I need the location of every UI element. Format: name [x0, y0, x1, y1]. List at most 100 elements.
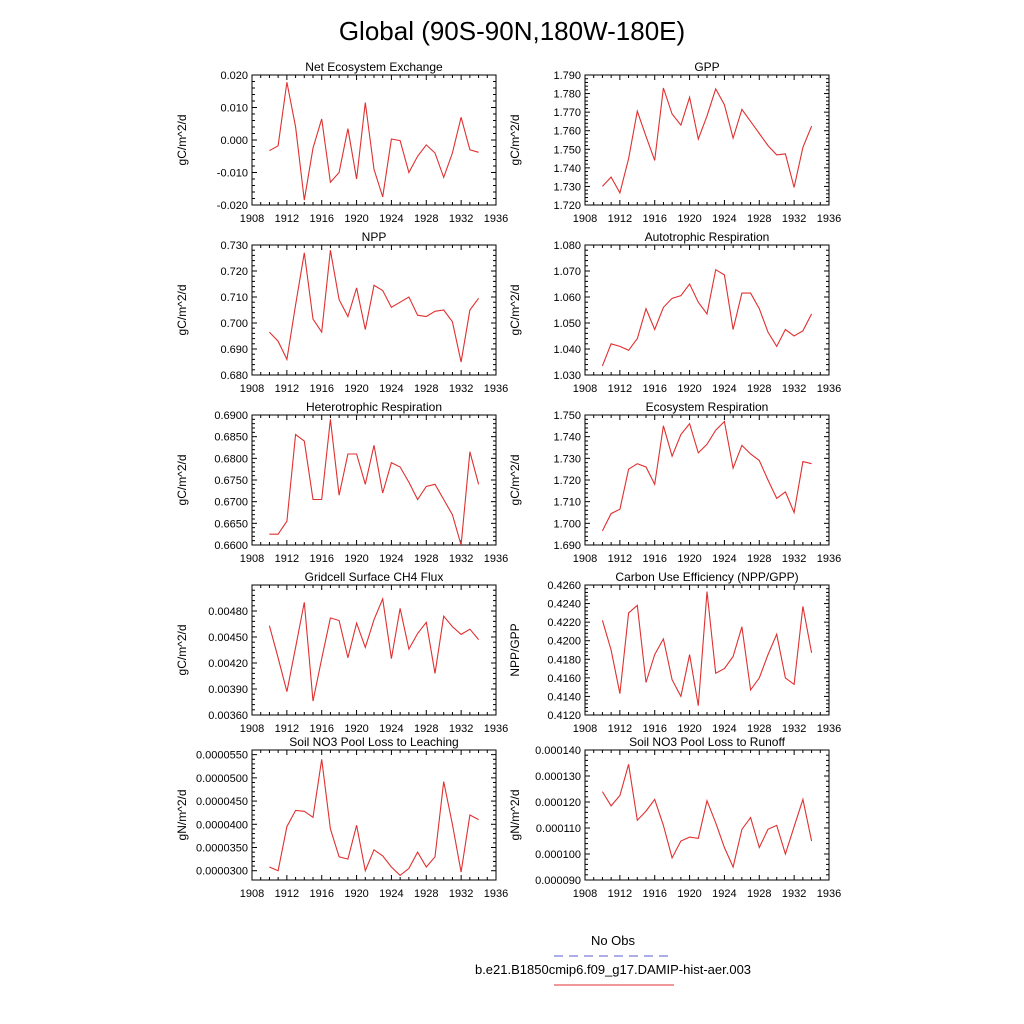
y-tick-label: 1.060: [553, 292, 581, 304]
plot-frame: [584, 244, 830, 376]
y-tick-label: 1.720: [553, 200, 581, 212]
x-tick-label: 1908: [240, 383, 264, 395]
y-axis-label: gN/m^2/d: [175, 790, 189, 841]
y-tick-label: 1.690: [553, 540, 581, 552]
series-line-0: [269, 759, 479, 877]
y-tick-label: 1.710: [553, 497, 581, 509]
x-tick-label: 1928: [747, 888, 771, 900]
y-tick-label: 0.6850: [214, 432, 248, 444]
x-tick-label: 1936: [484, 888, 508, 900]
y-tick-label: 1.740: [553, 163, 581, 175]
x-tick-label: 1908: [240, 723, 264, 735]
panels: Net Ecosystem Exchange gC/m^2/d 1908 1912 19…: [175, 60, 841, 900]
x-tick-label: 1924: [379, 723, 403, 735]
y-tick-label: 1.780: [553, 89, 581, 101]
x-tick-label: 1928: [747, 383, 771, 395]
x-tick-label: 1916: [309, 723, 333, 735]
y-tick-label: 0.6650: [214, 518, 248, 530]
y-tick-label: 1.030: [553, 370, 581, 382]
x-tick-label: 1936: [484, 553, 508, 565]
x-tick-label: 1912: [275, 213, 299, 225]
x-tick-label: 1908: [573, 553, 597, 565]
y-axis-label: gC/m^2/d: [508, 455, 522, 506]
x-tick-label: 1932: [449, 553, 473, 565]
panel-8: Soil NO3 Pool Loss to Leaching gN/m^2/d 19…: [175, 735, 508, 900]
y-tick-label: -0.020: [217, 200, 248, 212]
plot-frame: [251, 414, 497, 546]
x-tick-label: 1932: [782, 383, 806, 395]
panel-title: Net Ecosystem Exchange: [305, 60, 443, 74]
y-axis-label: gC/m^2/d: [175, 625, 189, 676]
x-tick-label: 1916: [309, 213, 333, 225]
x-tick-label: 1924: [712, 213, 736, 225]
x-tick-label: 1932: [782, 723, 806, 735]
y-tick-label: 1.730: [553, 453, 581, 465]
y-tick-label: 1.050: [553, 318, 581, 330]
y-tick-label: 0.6700: [214, 497, 248, 509]
y-axis-label: gC/m^2/d: [175, 285, 189, 336]
panel-6: Gridcell Surface CH4 Flux gC/m^2/d 1908 191…: [175, 570, 508, 735]
x-tick-label: 1920: [677, 723, 701, 735]
panel-title: Carbon Use Efficiency (NPP/GPP): [615, 570, 798, 584]
panel-5: Ecosystem Respiration gC/m^2/d 1908 1912 191…: [508, 400, 841, 565]
x-tick-label: 1924: [379, 383, 403, 395]
x-tick-label: 1936: [817, 213, 841, 225]
x-tick-label: 1932: [782, 888, 806, 900]
y-tick-label: 0.4260: [547, 580, 581, 592]
y-tick-label: 0.000140: [535, 745, 581, 757]
x-tick-label: 1920: [677, 553, 701, 565]
y-tick-label: 0.6600: [214, 540, 248, 552]
y-tick-label: 0.0000350: [196, 843, 248, 855]
x-tick-label: 1932: [782, 213, 806, 225]
plot-frame: [251, 74, 497, 206]
x-tick-label: 1936: [817, 383, 841, 395]
x-tick-label: 1928: [414, 383, 438, 395]
panel-0: Net Ecosystem Exchange gC/m^2/d 1908 1912 19…: [175, 60, 508, 225]
x-tick-label: 1908: [240, 888, 264, 900]
x-tick-label: 1916: [642, 383, 666, 395]
y-tick-label: 1.790: [553, 70, 581, 82]
y-tick-label: 0.020: [220, 70, 248, 82]
x-tick-label: 1916: [642, 723, 666, 735]
x-tick-label: 1912: [608, 553, 632, 565]
x-tick-label: 1920: [344, 213, 368, 225]
plot-frame: [584, 749, 830, 881]
y-tick-label: 1.080: [553, 240, 581, 252]
x-tick-label: 1928: [414, 888, 438, 900]
y-tick-label: 0.700: [220, 318, 248, 330]
x-tick-label: 1908: [573, 888, 597, 900]
y-tick-label: 0.00390: [208, 684, 248, 696]
y-axis-label: gC/m^2/d: [175, 455, 189, 506]
x-tick-label: 1908: [240, 213, 264, 225]
y-tick-label: 0.00360: [208, 710, 248, 722]
panel-title: Autotrophic Respiration: [645, 230, 770, 244]
y-tick-label: 0.000130: [535, 771, 581, 783]
x-tick-label: 1920: [677, 213, 701, 225]
plot-frame: [584, 414, 830, 546]
y-tick-label: 0.4120: [547, 710, 581, 722]
y-tick-label: 0.0000400: [196, 819, 248, 831]
x-tick-label: 1912: [608, 888, 632, 900]
x-tick-label: 1920: [344, 553, 368, 565]
x-tick-label: 1928: [414, 213, 438, 225]
x-tick-label: 1916: [309, 888, 333, 900]
y-axis-label: gN/m^2/d: [508, 790, 522, 841]
plot-frame: [251, 584, 497, 716]
y-tick-label: 0.00480: [208, 606, 248, 618]
x-tick-label: 1936: [484, 213, 508, 225]
series-line-0: [601, 591, 813, 706]
panel-3: Autotrophic Respiration gC/m^2/d 1908 1912 1…: [508, 230, 841, 395]
y-tick-label: 0.4160: [547, 673, 581, 685]
panel-7: Carbon Use Efficiency (NPP/GPP) NPP/GPP 19…: [508, 570, 841, 735]
x-tick-label: 1908: [240, 553, 264, 565]
x-tick-label: 1920: [677, 888, 701, 900]
y-tick-label: 0.4180: [547, 654, 581, 666]
x-tick-label: 1928: [414, 723, 438, 735]
y-axis-label: gC/m^2/d: [175, 115, 189, 166]
x-tick-label: 1924: [379, 888, 403, 900]
x-tick-label: 1936: [817, 888, 841, 900]
y-tick-label: 1.770: [553, 107, 581, 119]
x-tick-label: 1912: [275, 723, 299, 735]
x-tick-label: 1924: [712, 723, 736, 735]
y-tick-label: 0.0000550: [196, 750, 248, 762]
